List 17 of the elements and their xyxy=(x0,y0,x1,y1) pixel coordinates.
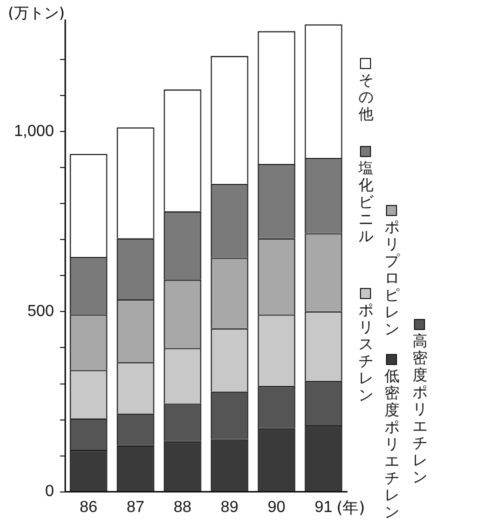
x-tick-label: 89 xyxy=(220,498,239,516)
x-tick-label: 91 xyxy=(314,498,333,516)
legend-label: ポリスチレン xyxy=(358,300,374,404)
y-tick-label: 0 xyxy=(45,483,54,500)
x-tick-label: 86 xyxy=(80,498,98,516)
text: 高密度ポリエチレン xyxy=(412,332,428,486)
series-label: その他 xyxy=(358,71,374,124)
legend-label: ポリプロピレン xyxy=(384,218,400,338)
x-tick-label: 88 xyxy=(174,498,192,516)
text: 低密度ポリエチレン xyxy=(384,367,400,521)
legend-label: 塩化ビニル xyxy=(358,158,374,245)
x-axis-title: (年) xyxy=(336,498,365,517)
x-tick-label: 90 xyxy=(268,498,286,516)
y-tick-label: 1,000 xyxy=(14,123,54,140)
y-tick-label: 500 xyxy=(27,303,54,320)
y-axis-title: (万トン) xyxy=(8,4,65,23)
x-tick-label: 87 xyxy=(126,498,145,516)
